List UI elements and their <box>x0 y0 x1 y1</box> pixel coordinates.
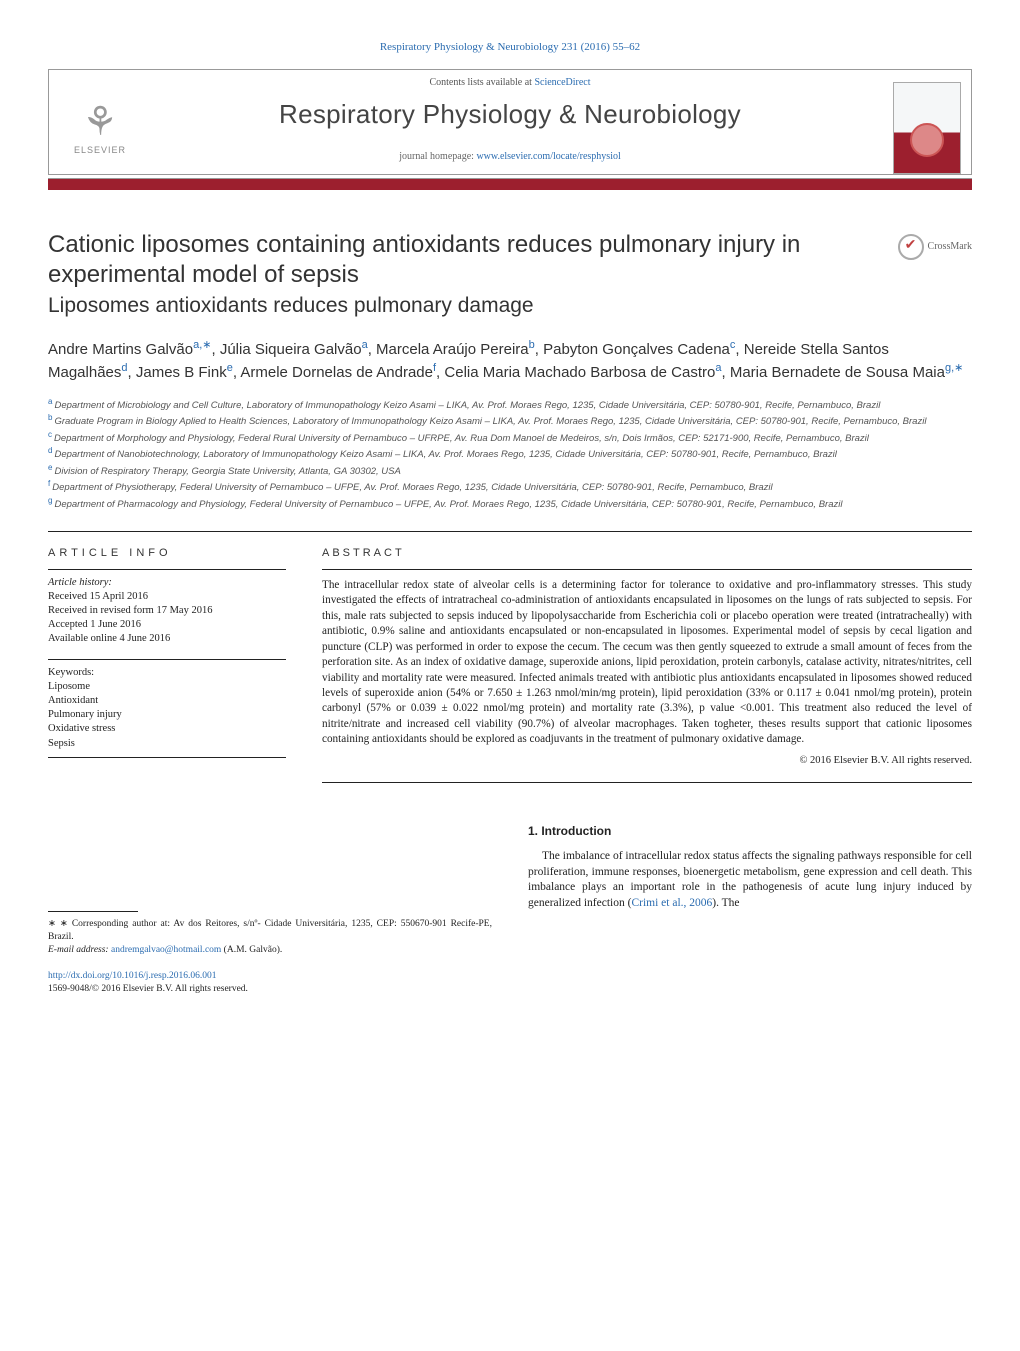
history-label: Article history: <box>48 576 286 590</box>
affiliation: aDepartment of Microbiology and Cell Cul… <box>48 396 972 412</box>
article-title: Cationic liposomes containing antioxidan… <box>48 230 888 290</box>
keywords-label: Keywords: <box>48 666 286 680</box>
sciencedirect-link[interactable]: ScienceDirect <box>534 77 590 88</box>
email-footnote: E-mail address: andremgalvao@hotmail.com… <box>48 944 492 957</box>
keyword: Liposome <box>48 680 286 694</box>
author-affiliation-marker: f <box>433 362 436 374</box>
right-column: 1. Introduction The imbalance of intrace… <box>528 823 972 996</box>
homepage-link[interactable]: www.elsevier.com/locate/resphysiol <box>476 151 620 162</box>
crossmark-label: CrossMark <box>928 240 972 254</box>
intro-text: The imbalance of intracellular redox sta… <box>528 850 972 909</box>
abstract-column: abstract The intracellular redox state o… <box>322 546 972 783</box>
history-block: Article history: Received 15 April 2016 … <box>48 569 286 647</box>
article-info-column: article info Article history: Received 1… <box>48 546 286 783</box>
journal-title: Respiratory Physiology & Neurobiology <box>279 97 741 132</box>
crossmark-badge[interactable]: ✔ CrossMark <box>898 234 972 260</box>
keyword: Sepsis <box>48 737 286 751</box>
homepage-line: journal homepage: www.elsevier.com/locat… <box>49 134 971 174</box>
author: James B Finke <box>136 364 233 381</box>
affiliation-list: aDepartment of Microbiology and Cell Cul… <box>48 396 972 511</box>
history-line: Received in revised form 17 May 2016 <box>48 604 286 618</box>
publisher-name: ELSEVIER <box>74 144 126 156</box>
keywords-block: Keywords: Liposome Antioxidant Pulmonary… <box>48 659 286 758</box>
author: Marcela Araújo Pereirab <box>376 341 535 358</box>
author: Maria Bernadete de Sousa Maiag,∗ <box>730 364 964 381</box>
corresponding-footnote: ∗ ∗ Corresponding author at: Av dos Reit… <box>48 918 492 944</box>
author: Celia Maria Machado Barbosa de Castroa <box>444 364 721 381</box>
corresponding-marker: ,∗ <box>199 339 211 351</box>
journal-title-row: Respiratory Physiology & Neurobiology <box>49 93 971 134</box>
body-columns: ∗ ∗ Corresponding author at: Av dos Reit… <box>48 823 972 996</box>
article-info-head: article info <box>48 546 286 561</box>
affiliation-label: g <box>48 496 52 505</box>
intro-paragraph: The imbalance of intracellular redox sta… <box>528 849 972 911</box>
affiliation-label: f <box>48 479 50 488</box>
history-line: Available online 4 June 2016 <box>48 632 286 646</box>
affiliation: bGraduate Program in Biology Aplied to H… <box>48 412 972 428</box>
abstract-text: The intracellular redox state of alveola… <box>322 569 972 748</box>
author-affiliation-marker: e <box>227 362 233 374</box>
abstract-copyright: © 2016 Elsevier B.V. All rights reserved… <box>322 754 972 783</box>
doi-link[interactable]: http://dx.doi.org/10.1016/j.resp.2016.06… <box>48 971 216 981</box>
affiliation-label: b <box>48 413 52 422</box>
left-column: ∗ ∗ Corresponding author at: Av dos Reit… <box>48 823 492 996</box>
author: Andre Martins Galvãoa,∗ <box>48 341 211 358</box>
keyword: Pulmonary injury <box>48 708 286 722</box>
citation-link[interactable]: Crimi et al., 2006 <box>631 897 712 909</box>
affiliation-label: c <box>48 430 52 439</box>
section-head-intro: 1. Introduction <box>528 823 972 839</box>
running-head: Respiratory Physiology & Neurobiology 23… <box>48 40 972 55</box>
title-block: ✔ CrossMark Cationic liposomes containin… <box>48 230 972 511</box>
affiliation-label: d <box>48 446 52 455</box>
affiliation-label: a <box>48 397 52 406</box>
brand-bar <box>48 178 972 190</box>
affiliation: fDepartment of Physiotherapy, Federal Un… <box>48 478 972 494</box>
author: Pabyton Gonçalves Cadenac <box>543 341 735 358</box>
email-label: E-mail address: <box>48 945 111 955</box>
affiliation-label: e <box>48 463 52 472</box>
keyword: Oxidative stress <box>48 722 286 736</box>
author-affiliation-marker: c <box>730 339 736 351</box>
abstract-head: abstract <box>322 546 972 561</box>
author-affiliation-marker: a <box>362 339 368 351</box>
author-list: Andre Martins Galvãoa,∗, Júlia Siqueira … <box>48 338 972 384</box>
contents-line: Contents lists available at ScienceDirec… <box>49 70 971 94</box>
article-subtitle: Liposomes antioxidants reduces pulmonary… <box>48 292 888 320</box>
corresponding-marker: ,∗ <box>951 362 963 374</box>
author-affiliation-marker: b <box>529 339 535 351</box>
email-owner: (A.M. Galvão). <box>221 945 282 955</box>
doi-block: http://dx.doi.org/10.1016/j.resp.2016.06… <box>48 970 492 996</box>
affiliation: gDepartment of Pharmacology and Physiolo… <box>48 495 972 511</box>
keyword: Antioxidant <box>48 694 286 708</box>
history-line: Received 15 April 2016 <box>48 590 286 604</box>
info-abstract-row: article info Article history: Received 1… <box>48 546 972 783</box>
footnote-rule <box>48 911 138 912</box>
intro-tail: ). The <box>712 897 739 909</box>
section-rule <box>48 531 972 532</box>
homepage-prefix: journal homepage: <box>399 151 476 162</box>
contents-prefix: Contents lists available at <box>429 77 534 88</box>
issn-line: 1569-9048/© 2016 Elsevier B.V. All right… <box>48 984 248 994</box>
page: Respiratory Physiology & Neurobiology 23… <box>0 0 1020 1036</box>
journal-header: ⚘ ELSEVIER Contents lists available at S… <box>48 69 972 175</box>
affiliation: cDepartment of Morphology and Physiology… <box>48 429 972 445</box>
history-line: Accepted 1 June 2016 <box>48 618 286 632</box>
crossmark-icon: ✔ <box>898 234 924 260</box>
author-affiliation-marker: a <box>715 362 721 374</box>
affiliation: dDepartment of Nanobiotechnology, Labora… <box>48 445 972 461</box>
affiliation: eDivision of Respiratory Therapy, Georgi… <box>48 462 972 478</box>
corr-label: ∗ Corresponding author at: <box>60 919 170 929</box>
author-affiliation-marker: d <box>121 362 127 374</box>
author: Júlia Siqueira Galvãoa <box>220 341 368 358</box>
email-link[interactable]: andremgalvao@hotmail.com <box>111 945 221 955</box>
corr-star: ∗ <box>48 919 60 929</box>
author: Armele Dornelas de Andradef <box>240 364 436 381</box>
